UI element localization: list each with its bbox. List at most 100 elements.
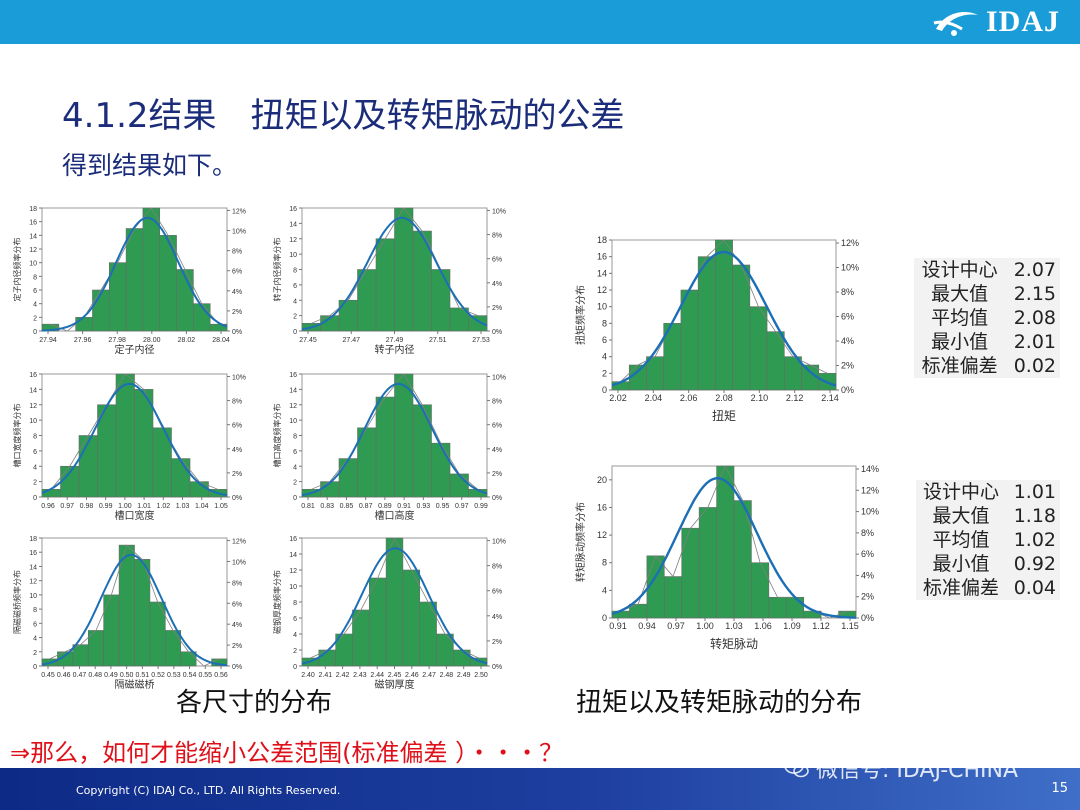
frequency-line <box>49 544 220 667</box>
right-tick-label: 4% <box>492 447 502 454</box>
y-tick-label: 16 <box>29 220 37 227</box>
stats-row: 设计中心 1.01 <box>916 480 1060 504</box>
x-axis-label: 隔磁磁桥 <box>115 678 155 691</box>
right-tick-label: 0% <box>232 495 242 502</box>
y-tick-label: 2 <box>293 314 297 321</box>
y-tick-label: 8 <box>33 434 37 441</box>
logo-text: IDAJ <box>985 5 1060 38</box>
right-tick-label: 10% <box>841 263 859 273</box>
histogram-bar <box>171 458 191 498</box>
x-tick-label: 27.53 <box>472 337 490 344</box>
y-tick-label: 12 <box>29 403 37 410</box>
y-tick-label: 18 <box>29 206 37 213</box>
histogram-bar <box>375 238 395 332</box>
normal-fit-curve <box>41 216 228 332</box>
x-tick-label: 0.83 <box>320 503 334 510</box>
y-tick-label: 0 <box>293 664 297 671</box>
right-tick-label: 4% <box>861 570 874 580</box>
stats-row: 最小值 0.92 <box>916 552 1060 576</box>
stats-value: 0.04 <box>1013 577 1056 599</box>
normal-fit-curve <box>301 547 488 665</box>
y-tick-label: 4 <box>293 298 297 305</box>
right-tick-label: 10% <box>232 229 246 236</box>
y-tick-label: 0 <box>602 385 607 395</box>
x-axis-label: 定子内径 <box>115 343 155 356</box>
x-tick-label: 2.44 <box>370 672 384 679</box>
y-tick-label: 6 <box>293 283 297 290</box>
stats-key: 标准偏差 <box>921 355 998 377</box>
y-tick-label: 18 <box>597 235 607 245</box>
y-tick-label: 6 <box>33 449 37 456</box>
x-tick-label: 0.48 <box>88 672 102 679</box>
x-tick-label: 2.40 <box>301 672 315 679</box>
y-tick-label: 10 <box>289 418 297 425</box>
y-tick-label: 18 <box>29 536 37 543</box>
x-tick-label: 0.91 <box>609 621 627 631</box>
y-tick-label: 16 <box>29 550 37 557</box>
histogram-bar <box>715 239 733 391</box>
y-axis-label: 扭矩频率分布 <box>574 285 587 345</box>
right-tick-label: 0% <box>861 613 874 623</box>
right-tick-label: 2% <box>861 592 874 602</box>
x-tick-label: 1.15 <box>841 621 859 631</box>
caption-torque-distribution: 扭矩以及转矩脉动的分布 <box>576 688 863 718</box>
page-number: 15 <box>1051 781 1068 796</box>
right-tick-label: 6% <box>492 589 502 596</box>
x-tick-label: 1.06 <box>754 621 772 631</box>
x-tick-label: 1.00 <box>118 503 132 510</box>
y-tick-label: 8 <box>602 558 607 568</box>
right-tick-label: 4% <box>492 614 502 621</box>
x-tick-label: 2.14 <box>821 393 839 403</box>
histogram-bar <box>368 577 387 667</box>
x-tick-label: 27.94 <box>39 337 57 344</box>
normal-fit-curve <box>301 382 488 497</box>
stats-key: 最大值 <box>932 505 990 527</box>
stats-key: 设计中心 <box>921 259 998 281</box>
histogram-bar <box>431 442 451 498</box>
y-tick-label: 10 <box>29 261 37 268</box>
y-tick-label: 4 <box>293 464 297 471</box>
right-tick-label: 6% <box>861 549 874 559</box>
right-tick-label: 2% <box>492 305 502 312</box>
x-tick-label: 0.97 <box>455 503 469 510</box>
stats-table-ripple: 设计中心 1.01 最大值 1.18 平均值 1.02 最小值 0.92 标准偏差 0.0… <box>916 480 1060 600</box>
y-tick-label: 4 <box>33 302 37 309</box>
x-tick-label: 2.04 <box>645 393 663 403</box>
y-tick-label: 2 <box>33 650 37 657</box>
x-tick-label: 0.96 <box>41 503 55 510</box>
histogram-bar <box>142 207 161 332</box>
y-tick-label: 6 <box>602 335 607 345</box>
question-text: ⇒那么，如何才能缩小公差范围(标准偏差 ）・・・？ <box>10 739 564 767</box>
histogram-bar <box>680 289 699 391</box>
y-tick-label: 16 <box>289 536 297 543</box>
stats-row: 标准偏差 0.04 <box>916 576 1060 600</box>
watermark-text: 微信号: IDAJ-CHINA <box>816 758 1019 783</box>
histogram-bar <box>75 317 93 332</box>
right-tick-label: 6% <box>841 312 854 322</box>
x-tick-label: 0.97 <box>667 621 685 631</box>
x-tick-label: 0.49 <box>104 672 118 679</box>
y-tick-label: 12 <box>289 403 297 410</box>
stats-value: 2.15 <box>1013 283 1056 305</box>
x-axis-label: 槽口宽度 <box>115 509 155 522</box>
right-tick-label: 10% <box>492 539 506 546</box>
x-tick-label: 28.04 <box>212 337 230 344</box>
right-tick-label: 8% <box>861 528 874 538</box>
histogram-bar <box>449 473 469 498</box>
histogram-bar <box>663 576 683 619</box>
y-axis-label: 槽口宽度频率分布 <box>12 404 22 468</box>
y-tick-label: 20 <box>597 475 607 485</box>
right-tick-label: 2% <box>492 471 502 478</box>
right-tick-label: 12% <box>861 485 879 495</box>
y-tick-label: 4 <box>33 636 37 643</box>
histogram-bar <box>357 269 377 332</box>
x-tick-label: 0.93 <box>417 503 431 510</box>
stats-key: 标准偏差 <box>923 577 1000 599</box>
normal-fit-curve <box>41 553 228 667</box>
x-tick-label: 0.98 <box>80 503 94 510</box>
x-tick-label: 0.99 <box>99 503 113 510</box>
right-tick-label: 8% <box>492 233 502 240</box>
y-tick-label: 8 <box>33 274 37 281</box>
y-tick-label: 2 <box>293 648 297 655</box>
y-tick-label: 16 <box>29 372 37 379</box>
